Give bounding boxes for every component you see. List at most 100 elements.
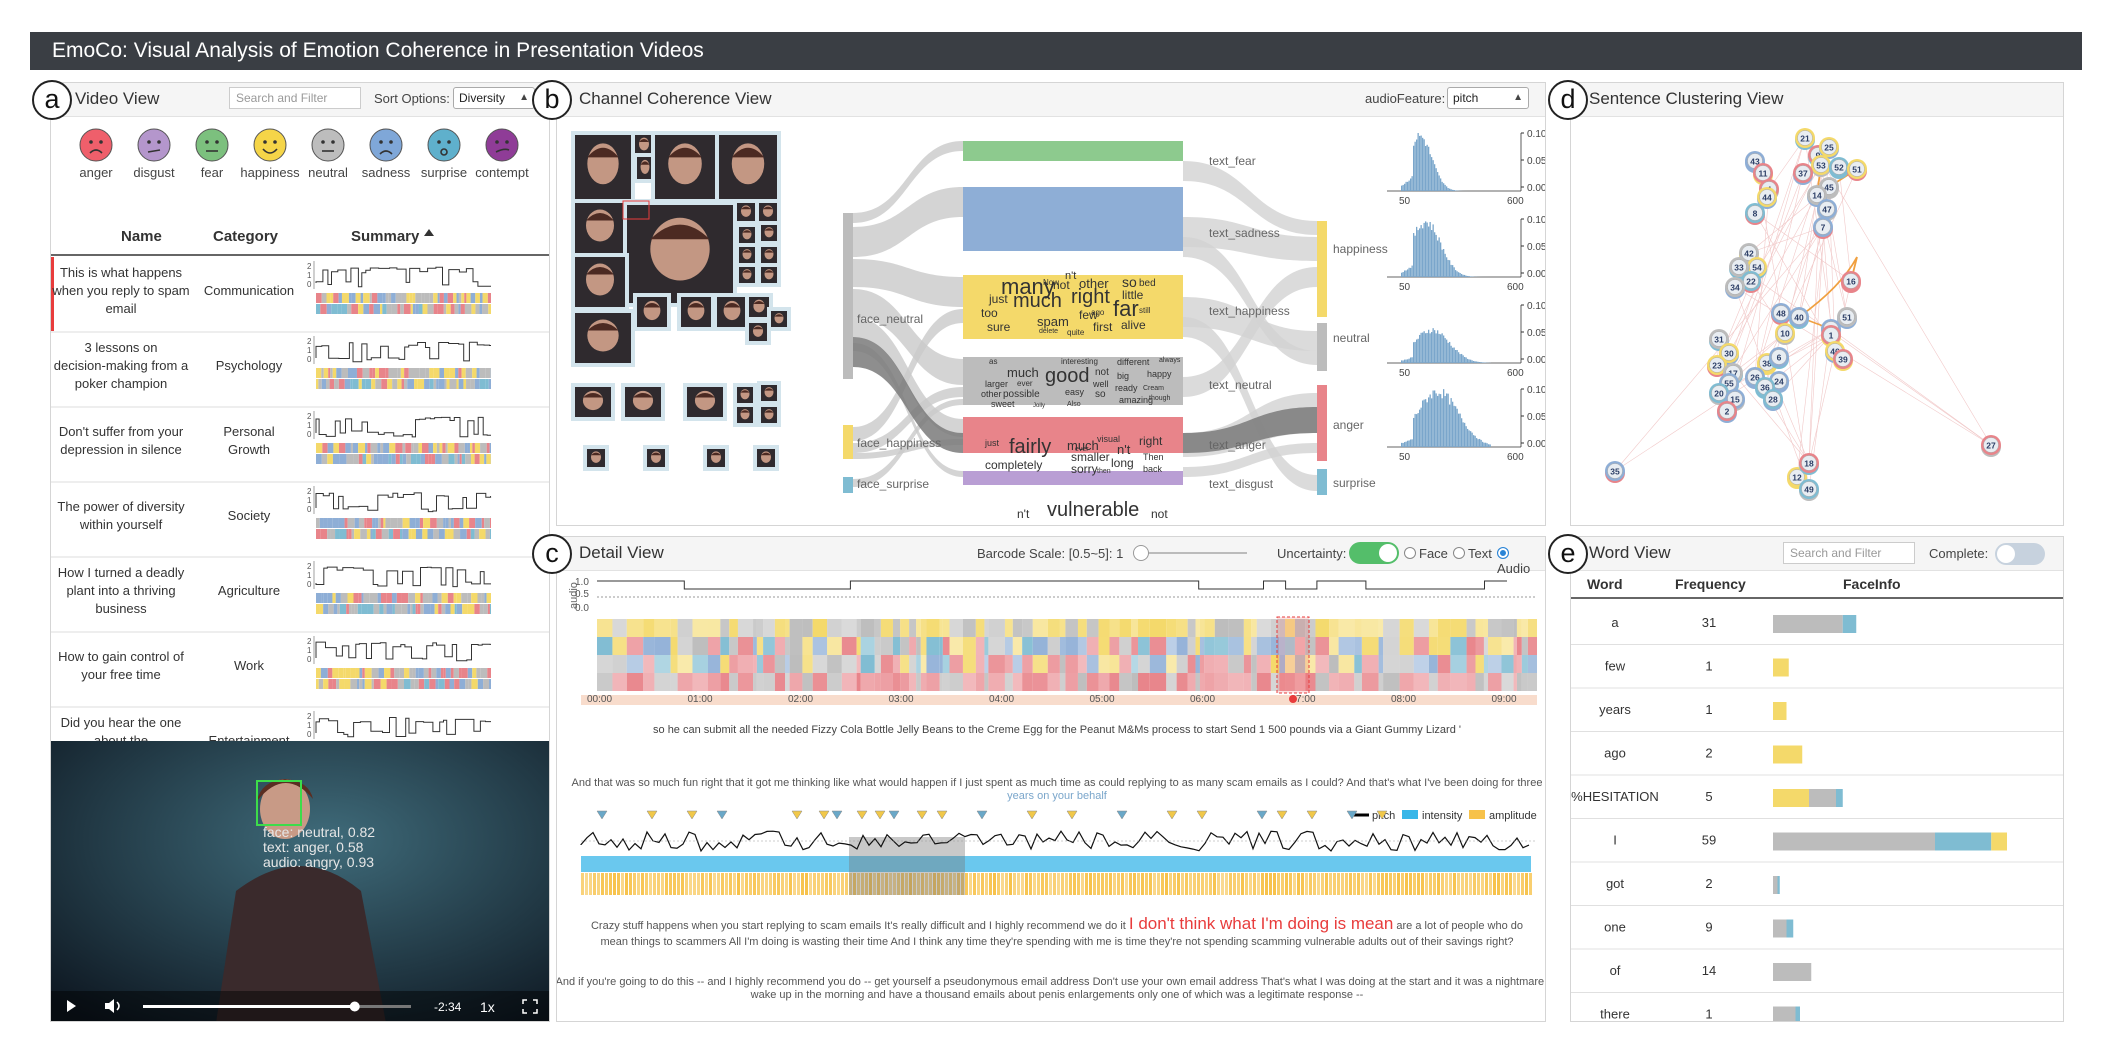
emotion-marker[interactable] — [686, 810, 698, 820]
face-thumbnail[interactable] — [571, 199, 629, 257]
word-row[interactable]: got 2 — [1571, 876, 2064, 906]
cluster-node[interactable]: 23 — [1707, 355, 1727, 377]
emotion-marker[interactable] — [791, 810, 803, 820]
face-thumbnail[interactable] — [745, 319, 771, 345]
video-name[interactable]: How to gain control of your free time — [58, 649, 184, 682]
cluster-node[interactable]: 34 — [1725, 277, 1745, 299]
sankey-flow[interactable] — [853, 309, 963, 441]
audio-node[interactable] — [1317, 385, 1327, 461]
cluster-node[interactable]: 35 — [1605, 461, 1625, 483]
word-row[interactable]: I 59 — [1571, 832, 2064, 863]
cluster-node[interactable]: 43 — [1745, 151, 1765, 173]
sankey-flow[interactable] — [1183, 267, 1317, 397]
uncertainty-toggle[interactable] — [1349, 542, 1399, 564]
cluster-node[interactable]: 25 — [1819, 137, 1839, 159]
emotion-marker[interactable] — [1196, 810, 1208, 820]
face-thumbnail[interactable] — [755, 199, 781, 225]
video-name[interactable]: The power of diversity within yourself — [57, 499, 185, 532]
cluster-node[interactable]: 7 — [1813, 217, 1833, 239]
column-word[interactable]: Word — [1587, 576, 1623, 592]
cluster-node[interactable]: 22 — [1741, 271, 1761, 293]
radio-face[interactable]: Face — [1404, 546, 1448, 561]
video-row[interactable]: This is what happens when you reply to sp… — [51, 257, 550, 333]
emotion-marker[interactable] — [976, 810, 988, 820]
face-thumbnail[interactable] — [571, 131, 635, 203]
audio-node[interactable] — [1317, 469, 1327, 495]
face-thumbnail[interactable] — [621, 383, 665, 421]
cluster-node[interactable]: 21 — [1795, 128, 1815, 150]
video-row[interactable]: Don't suffer from your depression in sile… — [51, 411, 550, 483]
text-node[interactable] — [963, 141, 1183, 161]
cluster-node[interactable]: 40 — [1789, 307, 1809, 329]
cluster-node[interactable]: 18 — [1799, 453, 1819, 475]
complete-toggle[interactable] — [1995, 543, 2045, 565]
cluster-node[interactable]: 8 — [1745, 203, 1765, 225]
emotion-marker[interactable] — [716, 810, 728, 820]
video-name[interactable]: 3 lessons on decision-making from a poker … — [54, 340, 189, 391]
emotion-marker[interactable] — [1026, 810, 1038, 820]
cluster-node[interactable]: 53 — [1811, 155, 1831, 177]
selected-segment[interactable] — [1276, 616, 1310, 694]
sankey-flow[interactable] — [1183, 217, 1317, 261]
emotion-marker[interactable] — [1276, 810, 1288, 820]
face-node[interactable] — [843, 213, 853, 379]
face-thumbnail[interactable] — [715, 131, 781, 203]
video-player[interactable]: face: neutral, 0.82 text: anger, 0.58 au… — [51, 741, 549, 1021]
text-node[interactable] — [963, 187, 1183, 251]
face-thumbnail[interactable] — [571, 309, 635, 367]
emotion-marker[interactable] — [888, 810, 900, 820]
cluster-node[interactable]: 39 — [1833, 349, 1853, 371]
cluster-node[interactable]: 1 — [1821, 325, 1841, 347]
text-node[interactable] — [963, 471, 1183, 485]
face-thumbnail[interactable] — [571, 383, 615, 421]
column-frequency[interactable]: Frequency — [1675, 576, 1746, 592]
column-faceinfo[interactable]: FaceInfo — [1843, 576, 1901, 592]
text-node[interactable] — [963, 275, 1183, 339]
cluster-node[interactable]: 2 — [1717, 401, 1737, 423]
emotion-marker[interactable] — [1256, 810, 1268, 820]
cluster-node[interactable]: 20 — [1709, 383, 1729, 405]
volume-icon[interactable] — [105, 999, 120, 1013]
face-thumbnail[interactable] — [643, 445, 669, 471]
sankey-flow[interactable] — [853, 399, 963, 487]
sankey-flow[interactable] — [853, 387, 963, 453]
video-row[interactable]: How I turned a deadly plant into a thrivi… — [51, 561, 550, 633]
sankey-flow[interactable] — [853, 289, 963, 385]
face-thumbnail[interactable] — [683, 383, 727, 421]
emotion-marker[interactable] — [1066, 810, 1078, 820]
sort-options-select[interactable]: Diversity ▲︎ — [453, 87, 535, 109]
word-row[interactable]: ago 2 — [1571, 745, 2064, 776]
column-category[interactable]: Category — [213, 228, 279, 245]
play-icon[interactable] — [67, 1000, 76, 1012]
sankey-flow[interactable] — [1183, 317, 1317, 491]
word-row[interactable]: years 1 — [1571, 702, 2064, 732]
sankey-flow[interactable] — [1183, 443, 1317, 477]
face-node[interactable] — [843, 477, 853, 493]
audio-node[interactable] — [1317, 221, 1327, 317]
emotion-marker[interactable] — [856, 810, 868, 820]
cluster-node[interactable]: 44 — [1757, 187, 1777, 209]
text-node[interactable] — [963, 357, 1183, 405]
face-thumbnail[interactable] — [733, 403, 757, 427]
face-thumbnail[interactable] — [583, 445, 609, 471]
text-node[interactable] — [963, 417, 1183, 453]
emotion-marker[interactable] — [818, 810, 830, 820]
cluster-node[interactable]: 10 — [1775, 323, 1795, 345]
playhead-marker[interactable] — [1289, 695, 1297, 703]
face-thumbnail[interactable] — [571, 253, 629, 311]
emotion-marker[interactable] — [646, 810, 658, 820]
video-name[interactable]: Don't suffer from your depression in sile… — [59, 424, 184, 457]
column-summary[interactable]: Summary — [351, 228, 420, 245]
video-row[interactable]: How to gain control of your free timeWork… — [51, 636, 550, 708]
emotion-marker[interactable] — [1306, 810, 1318, 820]
cluster-node[interactable]: 51 — [1847, 159, 1867, 181]
face-thumbnail[interactable] — [733, 199, 759, 225]
video-row[interactable]: 3 lessons on decision-making from a poker … — [51, 336, 550, 408]
emotion-marker[interactable] — [831, 810, 843, 820]
selected-window[interactable] — [849, 837, 965, 895]
face-thumbnail[interactable] — [622, 200, 737, 307]
cluster-node[interactable]: 51 — [1837, 307, 1857, 329]
face-thumbnail[interactable] — [757, 403, 781, 427]
cluster-node[interactable]: 47 — [1817, 199, 1837, 221]
cluster-node[interactable]: 28 — [1763, 389, 1783, 411]
